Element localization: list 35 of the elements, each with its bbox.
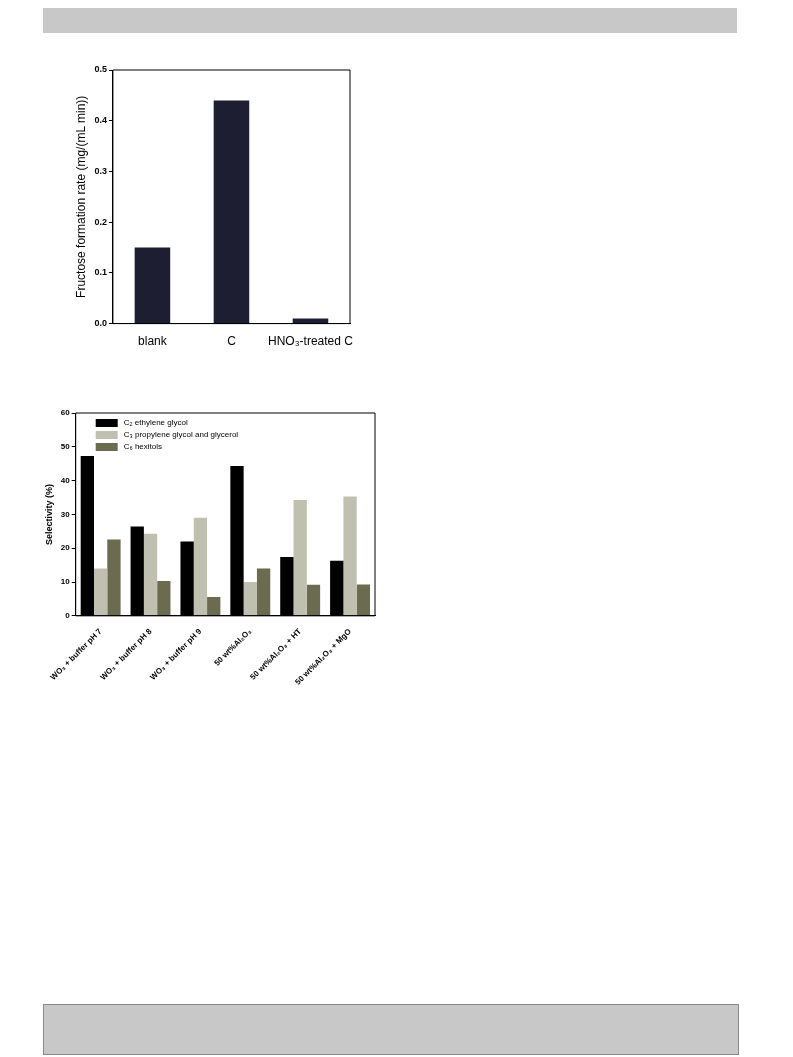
- bar: [134, 247, 171, 324]
- bar: [207, 596, 221, 616]
- bar: [356, 584, 371, 616]
- y-tick-label: 30: [60, 509, 71, 519]
- y-tick-label: 60: [60, 408, 71, 418]
- y-tick-label: 0: [65, 611, 71, 621]
- y-axis-title: Selectivity (%): [43, 483, 54, 545]
- bar: [343, 496, 357, 616]
- x-tick-label: HNO₃-treated C: [268, 334, 354, 349]
- x-tick-label: blank: [138, 334, 168, 349]
- y-tick-label: 0.3: [94, 165, 107, 176]
- bar: [193, 517, 208, 616]
- y-tick-label: 0.4: [94, 115, 107, 126]
- bar: [243, 582, 257, 616]
- y-tick-label: 40: [60, 475, 71, 485]
- y-tick-label: 0.0: [94, 318, 107, 329]
- y-tick-label: 10: [60, 577, 71, 587]
- bar: [157, 581, 171, 616]
- legend-label: C₂ ethylene glycol: [123, 418, 188, 428]
- x-tick-label: C: [227, 334, 237, 349]
- y-axis-title: Fructose formation rate (mg/(mL min)): [73, 95, 88, 298]
- y-tick-label: 20: [60, 543, 71, 553]
- y-tick-label: 50: [60, 442, 71, 452]
- y-tick-label: 0.1: [94, 267, 107, 278]
- legend-label: C₆ hexitols: [123, 442, 163, 452]
- bar: [293, 499, 307, 616]
- legend-label: C₃ propylene glycol and glycerol: [123, 430, 239, 440]
- bar: [107, 539, 121, 616]
- bar: [256, 568, 271, 616]
- bar: [213, 100, 250, 324]
- y-tick-label: 0.2: [94, 216, 107, 227]
- bar: [93, 568, 108, 616]
- bar: [143, 533, 158, 616]
- bar: [306, 584, 321, 616]
- y-tick-label: 0.5: [94, 64, 107, 75]
